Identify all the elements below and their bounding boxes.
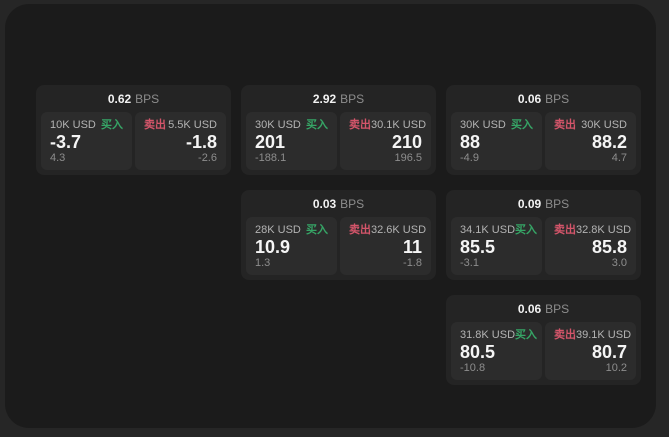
quote-card: 0.09 BPS 34.1K USD 买入 85.5 -3.1 卖出 32.8K… [446, 190, 641, 280]
sell-price: -1.8 [185, 131, 217, 152]
sell-delta: -2.6 [198, 152, 217, 164]
buy-sell-panels: 31.8K USD 买入 80.5 -10.8 卖出 39.1K USD 80.… [451, 322, 636, 380]
buy-sell-panels: 30K USD 买入 88 -4.9 卖出 30K USD 88.2 4.7 [451, 112, 636, 170]
sell-amount: 30.1K USD [371, 119, 427, 131]
buy-amount: 28K USD [255, 224, 301, 236]
bps-unit-label: BPS [340, 196, 365, 211]
sell-panel[interactable]: 卖出 39.1K USD 80.7 10.2 [545, 322, 636, 380]
buy-sell-panels: 30K USD 买入 201 -188.1 卖出 30.1K USD 210 1… [246, 112, 431, 170]
buy-panel[interactable]: 10K USD 买入 -3.7 4.3 [41, 112, 132, 170]
bps-header: 0.62 BPS [41, 85, 226, 112]
buy-amount: 10K USD [50, 119, 96, 131]
bps-value: 2.92 [312, 91, 337, 106]
buy-amount: 34.1K USD [460, 224, 516, 236]
sell-amount: 5.5K USD [168, 119, 217, 131]
buy-price: 80.5 [460, 341, 496, 362]
sell-amount: 32.8K USD [576, 224, 632, 236]
buy-amount: 30K USD [460, 119, 506, 131]
bps-header: 2.92 BPS [246, 85, 431, 112]
buy-price: 88 [460, 131, 481, 152]
bps-header: 0.06 BPS [451, 295, 636, 322]
sell-amount: 39.1K USD [576, 329, 632, 341]
bps-unit-label: BPS [545, 196, 570, 211]
buy-delta: -4.9 [460, 152, 479, 164]
sell-panel[interactable]: 卖出 30.1K USD 210 196.5 [340, 112, 431, 170]
quote-card-grid: 0.62 BPS 10K USD 买入 -3.7 4.3 卖出 5.5K USD… [36, 85, 641, 385]
buy-price: 201 [255, 131, 286, 152]
buy-sell-panels: 28K USD 买入 10.9 1.3 卖出 32.6K USD 11 -1.8 [246, 217, 431, 275]
sell-price: 11 [402, 236, 422, 257]
sell-side-label: 卖出 [554, 329, 576, 341]
buy-sell-panels: 10K USD 买入 -3.7 4.3 卖出 5.5K USD -1.8 -2.… [41, 112, 226, 170]
quote-card: 0.06 BPS 30K USD 买入 88 -4.9 卖出 30K USD 8… [446, 85, 641, 175]
sell-side-label: 卖出 [144, 119, 166, 131]
bps-header: 0.06 BPS [451, 85, 636, 112]
sell-side-label: 卖出 [349, 224, 371, 236]
buy-panel[interactable]: 30K USD 买入 201 -188.1 [246, 112, 337, 170]
quote-card: 2.92 BPS 30K USD 买入 201 -188.1 卖出 30.1K … [241, 85, 436, 175]
sell-delta: 4.7 [611, 152, 627, 164]
sell-panel[interactable]: 卖出 30K USD 88.2 4.7 [545, 112, 636, 170]
buy-price: 85.5 [460, 236, 496, 257]
bps-unit-label: BPS [545, 91, 570, 106]
sell-side-label: 卖出 [554, 119, 576, 131]
sell-price: 210 [391, 131, 422, 152]
buy-price: -3.7 [50, 131, 82, 152]
quote-card: 0.62 BPS 10K USD 买入 -3.7 4.3 卖出 5.5K USD… [36, 85, 231, 175]
sell-amount: 32.6K USD [371, 224, 427, 236]
buy-sell-panels: 34.1K USD 买入 85.5 -3.1 卖出 32.8K USD 85.8… [451, 217, 636, 275]
sell-side-label: 卖出 [349, 119, 371, 131]
buy-panel[interactable]: 31.8K USD 买入 80.5 -10.8 [451, 322, 542, 380]
buy-price: 10.9 [255, 236, 291, 257]
buy-side-label: 买入 [515, 329, 538, 341]
buy-side-label: 买入 [515, 224, 538, 236]
bps-header: 0.09 BPS [451, 190, 636, 217]
sell-panel[interactable]: 卖出 5.5K USD -1.8 -2.6 [135, 112, 226, 170]
buy-delta: -10.8 [460, 362, 486, 374]
buy-amount: 30K USD [255, 119, 301, 131]
buy-side-label: 买入 [306, 224, 328, 236]
sell-delta: 10.2 [605, 362, 627, 374]
bps-value: 0.06 [517, 91, 542, 106]
sell-delta: 196.5 [394, 152, 422, 164]
buy-delta: -188.1 [255, 152, 287, 164]
sell-price: 80.7 [591, 341, 627, 362]
buy-side-label: 买入 [306, 119, 328, 131]
buy-amount: 31.8K USD [460, 329, 516, 341]
sell-amount: 30K USD [581, 119, 627, 131]
buy-panel[interactable]: 28K USD 买入 10.9 1.3 [246, 217, 337, 275]
app-window: 0.62 BPS 10K USD 买入 -3.7 4.3 卖出 5.5K USD… [5, 4, 656, 428]
buy-panel[interactable]: 30K USD 买入 88 -4.9 [451, 112, 542, 170]
bps-unit-label: BPS [545, 301, 570, 316]
bps-value: 0.09 [517, 196, 542, 211]
sell-panel[interactable]: 卖出 32.8K USD 85.8 3.0 [545, 217, 636, 275]
buy-delta: 1.3 [255, 257, 271, 269]
sell-panel[interactable]: 卖出 32.6K USD 11 -1.8 [340, 217, 431, 275]
bps-value: 0.06 [517, 301, 542, 316]
buy-side-label: 买入 [101, 119, 123, 131]
sell-price: 85.8 [591, 236, 627, 257]
quote-card: 0.06 BPS 31.8K USD 买入 80.5 -10.8 卖出 39.1… [446, 295, 641, 385]
sell-delta: 3.0 [611, 257, 627, 269]
bps-value: 0.62 [107, 91, 132, 106]
bps-unit-label: BPS [135, 91, 160, 106]
buy-delta: -3.1 [460, 257, 479, 269]
quote-card: 0.03 BPS 28K USD 买入 10.9 1.3 卖出 32.6K US… [241, 190, 436, 280]
buy-side-label: 买入 [511, 119, 533, 131]
bps-unit-label: BPS [340, 91, 365, 106]
sell-price: 88.2 [591, 131, 627, 152]
bps-value: 0.03 [312, 196, 337, 211]
buy-delta: 4.3 [50, 152, 66, 164]
bps-header: 0.03 BPS [246, 190, 431, 217]
sell-side-label: 卖出 [554, 224, 576, 236]
buy-panel[interactable]: 34.1K USD 买入 85.5 -3.1 [451, 217, 542, 275]
sell-delta: -1.8 [403, 257, 422, 269]
